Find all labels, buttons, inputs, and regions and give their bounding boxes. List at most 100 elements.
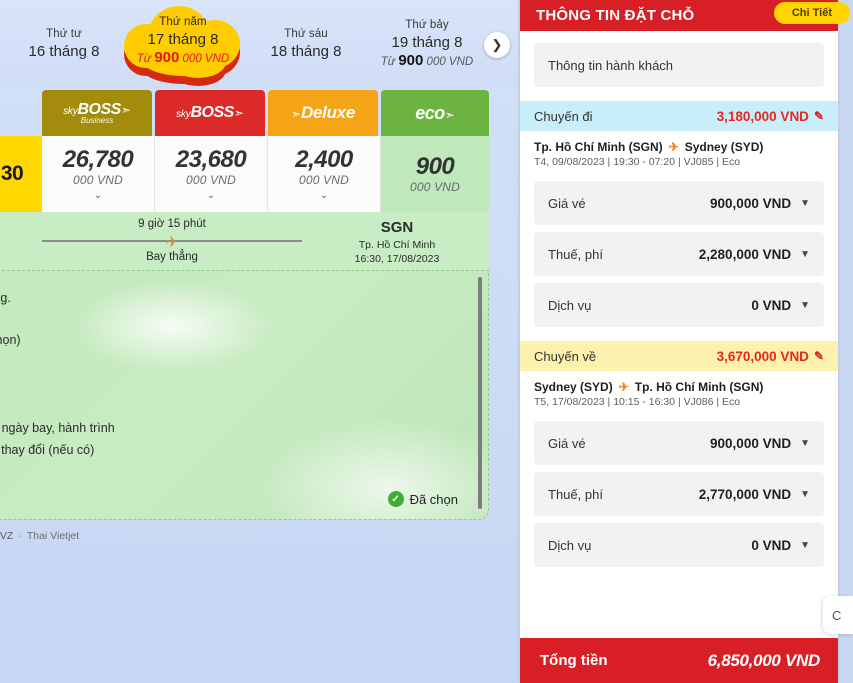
logo-sky-text: sky (176, 109, 191, 120)
chevron-down-icon[interactable]: ▼ (800, 197, 810, 209)
route-destination: Sydney (SYD) (684, 140, 764, 154)
logo-boss-text: BOSS (77, 100, 122, 118)
fare-class-header-skyboss[interactable]: skyBOSS➣ (155, 90, 265, 136)
cloud-shape: Thứ năm 17 tháng 8 Từ 900 000 VND (118, 2, 248, 86)
from-prefix: Từ (136, 53, 152, 65)
fare-row-label: Giá vé (548, 435, 586, 451)
price-unit: 000 VND (298, 173, 350, 187)
wing-icon: ➣ (120, 102, 131, 117)
price-unit: 000 VND (182, 53, 230, 65)
return-fare-row[interactable]: Giá vé 900,000 VND ▼ (534, 421, 824, 465)
fare-row-value: 900,000 VND (710, 435, 792, 451)
chevron-down-icon[interactable]: ▼ (800, 437, 810, 449)
outbound-meta: T4, 09/08/2023 | 19:30 - 07:20 | VJ085 |… (534, 156, 741, 168)
outbound-leg-header[interactable]: Chuyến đi 3,180,000 VND ✎ (520, 101, 838, 131)
cloud-label-group: Thứ năm 17 tháng 8 Từ 900 000 VND (118, 2, 248, 80)
fare-class-header-skyboss-business[interactable]: skyBOSS➣ Business (42, 90, 152, 136)
date-cell-2[interactable]: Thứ sáu 18 tháng 8 (252, 0, 360, 88)
fare-row-value: 2,770,000 VND (698, 486, 792, 502)
price-amount: 26,780 (62, 146, 134, 173)
chat-widget-tab[interactable]: C (823, 596, 853, 634)
duration-text: 9 giờ 15 phút (138, 218, 206, 230)
fare-price-row: 30 26,780 000 VND ⌄ 23,680 000 VND ⌄ 2,4… (0, 136, 518, 212)
chevron-down-icon[interactable]: ▼ (800, 248, 810, 260)
edit-pencil-icon[interactable]: ✎ (813, 349, 824, 363)
fare-class-header-eco[interactable]: eco➣ (381, 90, 489, 136)
next-dates-chevron-icon[interactable]: ❯ (484, 32, 510, 58)
plane-icon: ✈ (668, 140, 679, 154)
price-amount: 30 (0, 162, 24, 185)
date-cell-3[interactable]: Thứ bảy 19 tháng 8 Từ 900 000 VND (368, 0, 486, 88)
selected-label: Đã chọn (409, 491, 458, 507)
price-cell-deluxe[interactable]: 2,400 000 VND ⌄ (268, 136, 381, 212)
return-service-row[interactable]: Dịch vụ 0 VND ▼ (534, 523, 824, 567)
date-day: 19 tháng 8 (391, 34, 463, 51)
booking-summary-panel: THÔNG TIN ĐẶT CHỖ Chi Tiết Thông tin hàn… (518, 0, 853, 683)
date-selector-strip: Thứ tư 16 tháng 8 Thứ năm 17 tháng 8 Từ … (0, 0, 518, 88)
total-label: Tổng tiền (540, 652, 608, 669)
detail-line-baggage: y: 07Kg. (0, 291, 11, 305)
chevron-down-icon[interactable]: ⌄ (93, 190, 103, 201)
fare-row-right: 0 VND ▼ (751, 298, 810, 313)
flight-itinerary-summary: 23 9 giờ 15 phút ✈ Bay thẳng SGN Tp. Hồ … (0, 212, 489, 270)
fare-row-right: 0 VND ▼ (751, 538, 810, 553)
outbound-tax-row[interactable]: Thuế, phí 2,280,000 VND ▼ (534, 232, 824, 276)
eco-logo-icon: eco➣ (415, 104, 455, 123)
price-cell-skyboss[interactable]: 23,680 000 VND ⌄ (155, 136, 268, 212)
return-route: Sydney (SYD) ✈ Tp. Hồ Chí Minh (SGN) (520, 371, 838, 396)
detail-panel-scrollbar[interactable] (478, 277, 482, 509)
chevron-down-icon[interactable]: ⌄ (319, 190, 329, 201)
carrier-name: Thai Vietjet (26, 530, 80, 542)
price-amount: 900 (398, 52, 424, 69)
route-destination: Tp. Hồ Chí Minh (SGN) (634, 380, 764, 394)
from-prefix: Từ (380, 56, 396, 68)
leg-total-amount: 3,180,000 VND (716, 108, 809, 124)
date-day: 18 tháng 8 (270, 42, 342, 60)
fare-row-value: 0 VND (751, 537, 792, 553)
fare-class-header-row: skyBOSS➣ Business skyBOSS➣ ➣Deluxe eco➣ (0, 90, 518, 136)
operating-carrier-row: ✈ VZ - Thai Vietjet (0, 528, 79, 544)
plane-icon: ✈ (618, 380, 629, 394)
flight-results-panel: Thứ tư 16 tháng 8 Thứ năm 17 tháng 8 Từ … (0, 0, 518, 683)
chevron-down-icon[interactable]: ▼ (800, 299, 810, 311)
date-dow: Thứ bảy (405, 19, 449, 31)
booking-title: THÔNG TIN ĐẶT CHỖ (536, 7, 695, 24)
date-day: 16 tháng 8 (28, 42, 100, 60)
fare-row-label: Dịch vụ (548, 537, 592, 553)
separator-dot: - (18, 530, 22, 542)
selected-badge: ✓ Đã chọn (387, 491, 458, 507)
fare-row-value: 0 VND (751, 297, 792, 313)
skyboss-business-logo-icon: skyBOSS➣ Business (63, 100, 131, 125)
passenger-info-box[interactable]: Thông tin hành khách (534, 43, 824, 87)
price-unit: 000 VND (185, 173, 237, 187)
fare-row-value: 2,280,000 VND (698, 246, 792, 262)
price-cell-time[interactable]: 30 (0, 136, 42, 212)
outbound-fare-row[interactable]: Giá vé 900,000 VND ▼ (534, 181, 824, 225)
fare-row-label: Giá vé (548, 195, 586, 211)
chevron-down-icon[interactable]: ▼ (800, 488, 810, 500)
price-cell-eco-selected[interactable]: 900 000 VND (381, 136, 489, 212)
arrival-city: Tp. Hồ Chí Minh (358, 239, 436, 251)
outbound-service-row[interactable]: Dịch vụ 0 VND ▼ (534, 283, 824, 327)
detail-line-optional: (tùy chọn) (0, 333, 21, 347)
flight-duration-block: 9 giờ 15 phút ✈ Bay thẳng (42, 216, 302, 265)
route-origin: Tp. Hồ Chí Minh (SGN) (534, 140, 663, 154)
chevron-down-icon[interactable]: ▼ (800, 539, 810, 551)
date-cell-0[interactable]: Thứ tư 16 tháng 8 (10, 0, 118, 88)
direct-flight-label: Bay thẳng (146, 251, 198, 263)
edit-pencil-icon[interactable]: ✎ (813, 109, 824, 123)
arrival-block: SGN Tp. Hồ Chí Minh 16:30, 17/08/2023 (322, 218, 472, 266)
wing-icon: ➣ (444, 107, 455, 122)
return-tax-row[interactable]: Thuế, phí 2,770,000 VND ▼ (534, 472, 824, 516)
return-meta: T5, 17/08/2023 | 10:15 - 16:30 | VJ086 |… (534, 396, 741, 408)
check-circle-icon: ✓ (387, 491, 404, 507)
price-cell-skyboss-business[interactable]: 26,780 000 VND ⌄ (42, 136, 155, 212)
return-leg-header[interactable]: Chuyến về 3,670,000 VND ✎ (520, 341, 838, 371)
date-cell-selected[interactable]: Thứ năm 17 tháng 8 Từ 900 000 VND (118, 0, 248, 88)
detail-button[interactable]: Chi Tiết (773, 2, 850, 24)
fare-row-value: 900,000 VND (710, 195, 792, 211)
fare-class-header-deluxe[interactable]: ➣Deluxe (268, 90, 378, 136)
booking-card: THÔNG TIN ĐẶT CHỖ Chi Tiết Thông tin hàn… (520, 0, 850, 683)
chevron-down-icon[interactable]: ⌄ (206, 190, 216, 201)
